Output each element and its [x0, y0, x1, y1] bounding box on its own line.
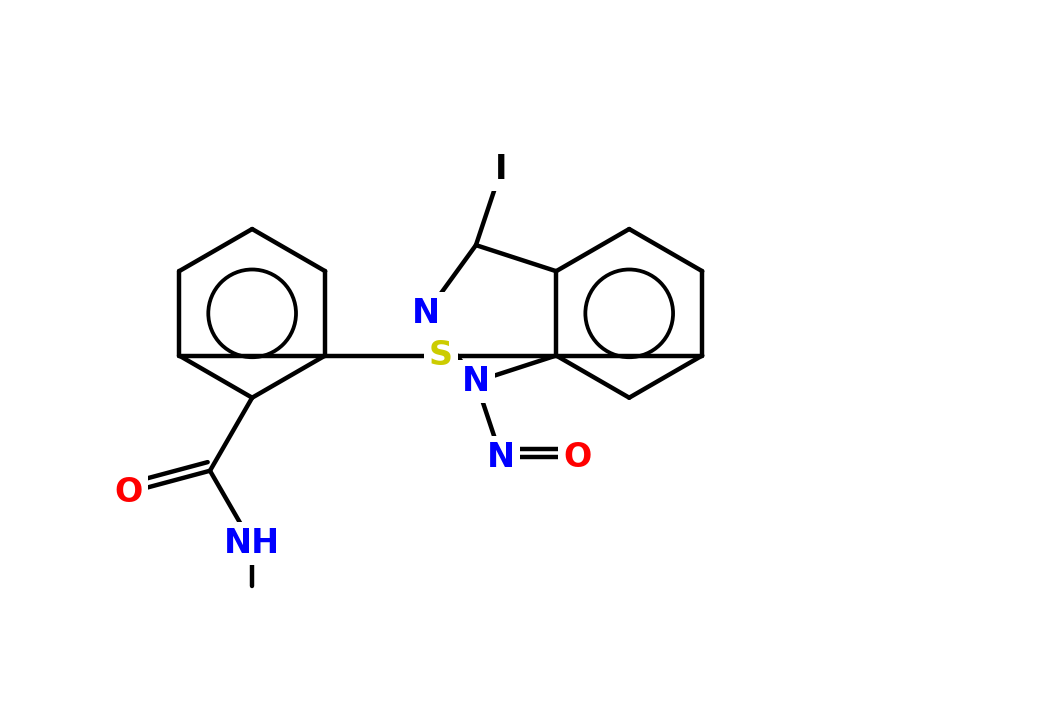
Text: N: N: [461, 365, 490, 398]
Text: O: O: [563, 441, 591, 474]
Text: N: N: [412, 297, 440, 330]
Text: NH: NH: [224, 527, 280, 560]
Text: I: I: [495, 153, 508, 186]
Text: S: S: [429, 339, 453, 372]
Text: O: O: [114, 476, 143, 509]
Text: N: N: [487, 441, 515, 474]
